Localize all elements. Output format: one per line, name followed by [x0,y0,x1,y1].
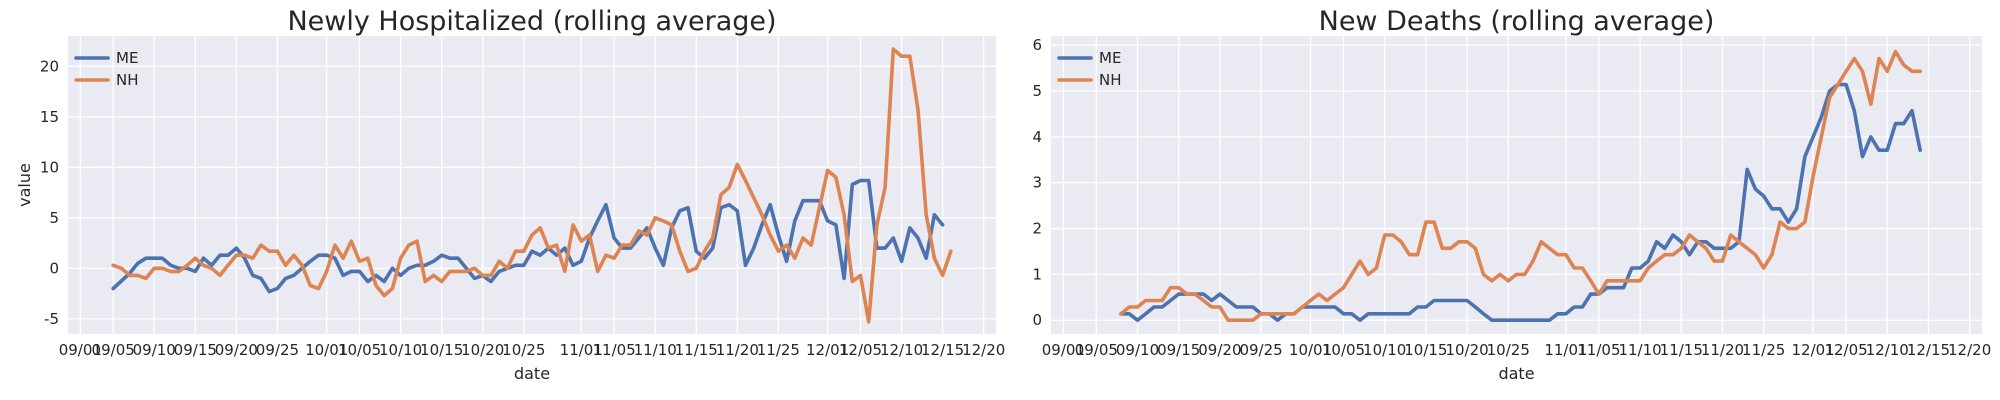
x-tick-label: 09/10 [1116,341,1159,359]
y-tick-label: 15 [40,108,59,126]
x-tick-label: 09/20 [215,341,258,359]
x-tick-label: 10/20 [1445,341,1488,359]
chart-panel-1: -5 0 5 10 15 20 09/0109/0509/1009/1509/2009/25… [15,6,1005,383]
x-tick-label: 09/05 [1075,341,1118,359]
x-tick-label: 11/20 [1701,341,1744,359]
x-axis-label: date [514,364,550,383]
x-tick-label: 11/20 [716,341,759,359]
y-tick-label: 5 [1032,82,1042,100]
x-tick-label: 10/05 [1322,341,1365,359]
x-tick-label: 11/25 [757,341,800,359]
plot-area [68,36,996,334]
x-tick-label: 11/15 [1660,341,1703,359]
legend: ME NH [74,49,139,89]
x-tick-label: 10/15 [1404,341,1447,359]
x-tick-label: 09/25 [256,341,299,359]
x-tick-label: 10/01 [305,341,348,359]
x-tick-label: 11/01 [1544,341,1587,359]
x-tick-label: 12/10 [1866,341,1909,359]
x-tick-label: 09/01 [1042,341,1085,359]
x-tick-label: 11/10 [634,341,677,359]
legend: ME NH [1057,49,1122,89]
x-tick-label: 10/25 [502,341,545,359]
x-tick-label: 11/25 [1742,341,1785,359]
y-tick-label: 3 [1032,174,1042,192]
chart-title: New Deaths (rolling average) [1319,6,1715,37]
x-tick-label: 12/01 [806,341,849,359]
x-axis-label: date [1498,364,1534,383]
y-tick-label: 0 [49,259,59,277]
x-tick-label: 11/01 [560,341,603,359]
y-tick-label: 10 [40,158,59,176]
series-line-me [1119,82,1922,323]
y-tick-label: 1 [1032,265,1042,283]
x-tick-label: 10/25 [1487,341,1530,359]
x-tick-label: 12/15 [1907,341,1950,359]
y-tick-label: 4 [1032,128,1042,146]
x-tick-label: 10/10 [1363,341,1406,359]
legend-label-nh: NH [1099,71,1122,89]
x-tick-label: 09/10 [133,341,176,359]
x-tick-label: 09/15 [1157,341,1200,359]
y-tick-label: -5 [44,310,59,328]
x-tick-label: 11/05 [1577,341,1620,359]
y-tick-label: 20 [40,57,59,75]
chart-title: Newly Hospitalized (rolling average) [287,6,776,37]
x-tick-label: 12/20 [1948,341,1991,359]
x-tick-label: 11/15 [675,341,718,359]
x-tick-label: 12/15 [921,341,964,359]
y-tick-label: 5 [49,209,59,227]
legend-label-me: ME [116,49,138,67]
y-tick-label: 2 [1032,220,1042,238]
x-tick-label: 11/10 [1618,341,1661,359]
x-tick-label: 12/05 [1824,341,1867,359]
legend-label-me: ME [1099,49,1121,67]
legend-label-nh: NH [116,71,139,89]
y-axis-label: value [15,163,34,207]
x-tick-label: 10/15 [420,341,463,359]
x-tick-label: 09/05 [92,341,135,359]
x-tick-label: 09/01 [59,341,102,359]
x-tick-label: 10/01 [1289,341,1332,359]
series-line-nh [111,47,953,324]
plot-area [1051,36,1982,334]
x-tick-label: 11/05 [593,341,636,359]
y-tick-label: 0 [1032,311,1042,329]
y-tick-label: 6 [1032,36,1042,54]
x-tick-label: 10/10 [379,341,422,359]
x-tick-label: 12/05 [839,341,882,359]
series-line-nh [1119,49,1922,323]
x-tick-label: 12/10 [880,341,923,359]
x-tick-label: 10/05 [338,341,381,359]
x-tick-label: 12/01 [1791,341,1834,359]
series-line-me [111,178,945,294]
x-tick-label: 10/20 [461,341,504,359]
x-tick-label: 09/15 [174,341,217,359]
x-tick-label: 09/20 [1198,341,1241,359]
x-tick-label: 09/25 [1239,341,1282,359]
x-tick-label: 12/20 [962,341,1005,359]
